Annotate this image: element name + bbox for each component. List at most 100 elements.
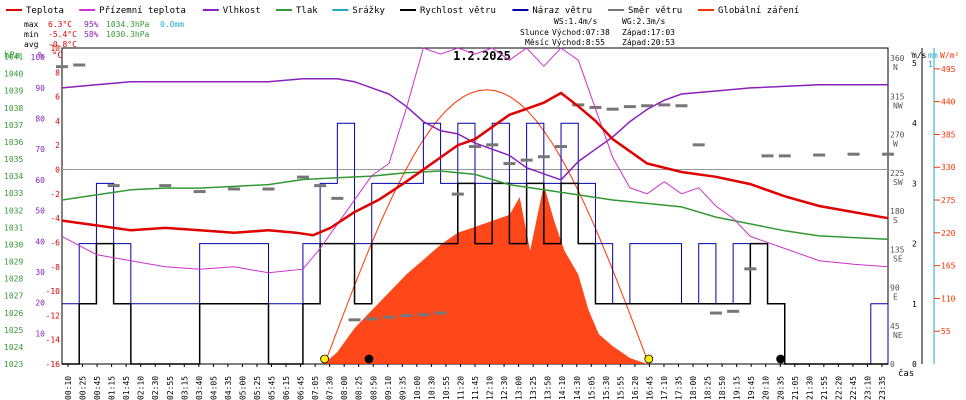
tick-hpa: 1035 — [4, 155, 23, 164]
tick-x: 01:45 — [122, 376, 131, 400]
tick-x: 10:30 — [427, 376, 436, 400]
tick-pct: 90 — [35, 84, 45, 93]
stat-min-hum: 58% — [84, 30, 99, 39]
tick-hpa: 1033 — [4, 189, 23, 198]
legend-label-press: Tlak — [296, 6, 318, 16]
wind-dir-mark — [641, 104, 654, 108]
tick-wm2: 330 — [941, 163, 956, 172]
tick-wm2: 165 — [941, 262, 956, 271]
tick-wm2: 55 — [941, 327, 951, 336]
info-ws: WS:1.4m/s — [554, 17, 598, 26]
tick-hpa: 1034 — [4, 172, 23, 181]
tick-wdir: 90 — [890, 284, 900, 293]
tick-wdir-label: N — [893, 63, 898, 72]
tick-x: 09:10 — [384, 376, 393, 400]
tick-x: 17:35 — [675, 376, 684, 400]
wind-dir-mark — [692, 143, 705, 147]
wind-dir-mark — [847, 152, 860, 156]
chart-title: 1.2.2025 — [453, 49, 511, 63]
tick-wdir: 315 — [890, 92, 905, 101]
tick-x: 08:00 — [340, 376, 349, 400]
tick-hpa: 1038 — [4, 104, 23, 113]
tick-x: 15:30 — [602, 376, 611, 400]
tick-temp: -6 — [50, 238, 60, 247]
info-sunset: Západ:17:03 — [622, 28, 675, 37]
tick-ms: 0 — [912, 360, 917, 369]
wind-dir-mark — [503, 162, 516, 166]
info-moonrise: Východ:8:55 — [552, 38, 605, 47]
wind-dir-mark — [296, 175, 309, 179]
wind-dir-mark — [727, 309, 740, 313]
tick-ms: 5 — [912, 59, 917, 68]
tick-hpa: 1039 — [4, 87, 23, 96]
tick-x: 22:45 — [849, 376, 858, 400]
tick-x: 19:15 — [733, 376, 742, 400]
legend-label-rad: Globální záření — [718, 6, 799, 16]
tick-x: 13:00 — [515, 376, 524, 400]
tick-ms: 2 — [912, 240, 917, 249]
tick-x: 21:55 — [820, 376, 829, 400]
tick-x: 18:25 — [704, 376, 713, 400]
axis-ms-unit: m/s — [912, 51, 927, 60]
wind-dir-mark — [882, 152, 894, 156]
tick-x: 05:00 — [238, 376, 247, 400]
tick-x: 04:05 — [209, 376, 218, 400]
tick-x: 02:10 — [137, 376, 146, 400]
tick-wdir-label: S — [893, 216, 898, 225]
tick-x: 13:25 — [529, 376, 538, 400]
wind-dir-mark — [709, 311, 722, 315]
info-sun-label: Slunce — [520, 28, 549, 37]
tick-wdir-label: SE — [893, 254, 903, 263]
wind-dir-mark — [348, 318, 361, 322]
tick-x: 16:45 — [645, 376, 654, 400]
tick-pct: 30 — [35, 268, 45, 277]
tick-mm: 1 — [928, 60, 933, 69]
sunrise-marker — [320, 354, 329, 364]
tick-x: 03:15 — [180, 376, 189, 400]
wind-dir-mark — [469, 145, 481, 149]
tick-wdir: 225 — [890, 169, 905, 178]
axis-pct-unit: % — [38, 51, 44, 61]
tick-x: 07:30 — [326, 376, 335, 400]
sunset-marker — [644, 354, 654, 364]
wind-dir-mark — [623, 105, 636, 109]
wind-dir-mark — [606, 107, 619, 111]
tick-wm2: 110 — [941, 294, 956, 303]
stat-max-temp: 6.3°C — [48, 20, 72, 29]
tick-pct: 50 — [35, 207, 45, 216]
tick-x: 06:15 — [282, 376, 291, 400]
legend-label-feels: Přízemní teplota — [99, 6, 186, 16]
wind-dir-mark — [193, 190, 206, 194]
tick-x: 20:35 — [776, 376, 785, 400]
tick-ms: 1 — [912, 300, 917, 309]
tick-x: 14:10 — [558, 376, 567, 400]
wind-dir-mark — [761, 154, 774, 158]
tick-wdir-label: E — [893, 293, 898, 302]
wind-dir-mark — [417, 313, 430, 317]
info-moon-label: Měsíc — [525, 38, 549, 47]
tick-x: 07:05 — [311, 376, 320, 400]
tick-x: 08:50 — [369, 376, 378, 400]
wind-dir-mark — [382, 315, 395, 319]
wind-dir-mark — [486, 143, 499, 147]
wind-dir-mark — [434, 311, 447, 315]
tick-x: 21:30 — [805, 376, 814, 400]
tick-hpa: 1040 — [4, 70, 23, 79]
tick-wdir-label: W — [893, 140, 898, 149]
radiation-area — [323, 185, 648, 364]
tick-x: 06:45 — [297, 376, 306, 400]
tick-x: 23:35 — [878, 376, 887, 400]
wind-dir-mark — [228, 187, 241, 191]
axis-temp-unit: °C — [52, 51, 63, 61]
tick-wdir: 360 — [890, 54, 905, 63]
tick-wm2: 275 — [941, 196, 956, 205]
tick-pct: 60 — [35, 176, 45, 185]
wind-dir-mark — [314, 184, 327, 188]
tick-wdir-label: SW — [893, 178, 903, 187]
tick-x: 15:55 — [616, 376, 625, 400]
wind-dir-mark — [675, 104, 688, 108]
wind-dir-mark — [778, 154, 791, 158]
series-temperature — [61, 91, 889, 237]
tick-hpa: 1028 — [4, 275, 23, 284]
tick-wdir: 135 — [890, 245, 905, 254]
